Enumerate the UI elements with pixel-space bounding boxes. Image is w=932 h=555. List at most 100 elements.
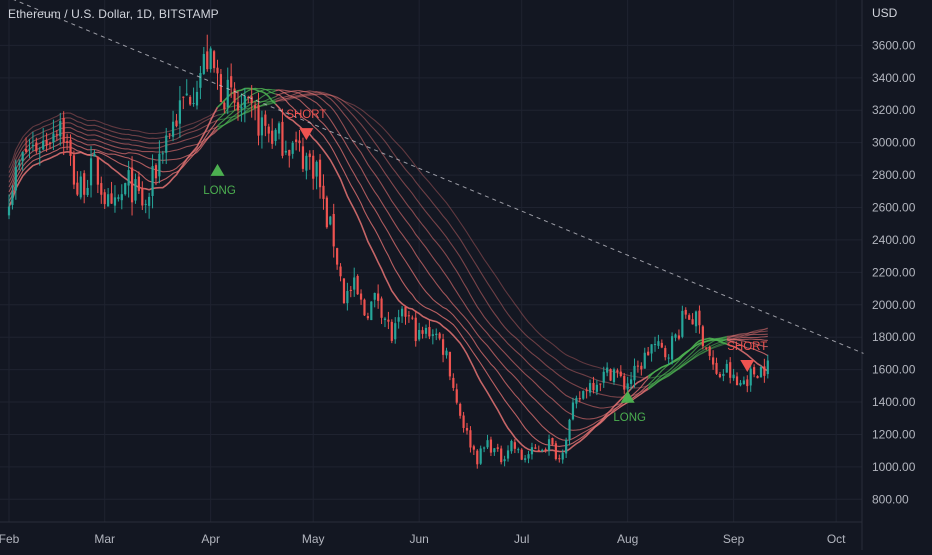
candle-body (749, 368, 752, 386)
candle-body (195, 91, 199, 106)
y-axis-tick-label: 1200.00 (872, 427, 916, 441)
candle-body (14, 167, 17, 191)
candle-body (677, 335, 681, 339)
ribbon-line-bullish (217, 100, 276, 112)
candle-body (729, 362, 732, 378)
candle-body (660, 342, 663, 348)
candle-body (257, 104, 260, 136)
candle-body (647, 351, 650, 356)
candle-body (565, 440, 568, 454)
candle-body (520, 449, 523, 460)
candle-body (486, 440, 489, 448)
ribbon-line-bearish (8, 114, 218, 173)
candle-body (513, 442, 516, 449)
candle-body (363, 299, 366, 316)
candle-body (11, 192, 14, 206)
long-signal-arrow (210, 163, 225, 176)
candle-body (544, 449, 547, 451)
candle-body (629, 379, 633, 384)
candle-body (595, 384, 598, 392)
candle-body (178, 100, 181, 124)
candle-body (42, 140, 45, 150)
candle-body (130, 167, 134, 203)
candle-body (465, 427, 469, 431)
ribbon-line-bullish (217, 101, 276, 121)
ribbon-line-bearish (275, 93, 649, 447)
candle-body (582, 391, 585, 399)
candle-body (698, 310, 701, 326)
candle-body (117, 197, 120, 199)
candle-body (705, 347, 708, 349)
ribbon-line-bearish (8, 110, 218, 168)
candle-body (346, 290, 349, 304)
candle-body (83, 173, 86, 195)
candle-body (534, 447, 537, 449)
candle-body (455, 389, 458, 403)
candle-body (575, 397, 578, 404)
short-signal-arrow (299, 128, 314, 141)
candle-body (137, 176, 140, 191)
y-axis-tick-label: 2200.00 (872, 265, 916, 279)
candle-body (640, 365, 643, 370)
candle-body (175, 120, 178, 127)
candle-body (206, 51, 209, 70)
candle-body (277, 123, 281, 134)
candle-body (171, 121, 175, 137)
candle-body (295, 139, 298, 142)
candle-body (120, 194, 123, 201)
y-axis-tick-label: 2400.00 (872, 233, 916, 247)
candle-body (670, 336, 674, 360)
candle-body (86, 187, 89, 196)
candle-body (383, 318, 387, 320)
candle-body (233, 88, 236, 103)
ribbon-line-bearish (726, 328, 768, 342)
candle-body (732, 374, 735, 379)
ribbon-line-bearish (726, 333, 768, 337)
candle-body (199, 73, 202, 88)
candle-body (7, 206, 11, 216)
candle-body (24, 148, 28, 152)
candle-body (336, 248, 339, 265)
candle-body (35, 142, 38, 152)
candle-body (568, 419, 571, 440)
candle-body (712, 357, 715, 365)
candle-body (541, 449, 544, 451)
candle-body (52, 133, 55, 143)
candle-body (643, 352, 646, 369)
candle-body (21, 152, 24, 162)
candle-body (298, 140, 301, 144)
candle-body (609, 369, 612, 381)
candle-body (551, 437, 554, 445)
ribbon-line-bearish (275, 93, 649, 379)
ribbon-line-bearish (275, 103, 649, 453)
candle-body (524, 458, 527, 460)
ribbon-line-bullish (217, 90, 276, 131)
y-axis-tick-label: 2600.00 (872, 201, 916, 215)
y-axis-tick-label: 1600.00 (872, 363, 916, 377)
candle-body (69, 139, 72, 156)
candle-body (394, 323, 397, 340)
candle-body (329, 216, 332, 225)
y-axis-tick-label: 1800.00 (872, 330, 916, 344)
candle-body (148, 196, 151, 206)
ribbon-line-bearish (726, 327, 769, 344)
candle-body (250, 96, 253, 103)
ribbon-line-bullish (217, 88, 276, 127)
candle-body (312, 155, 315, 179)
candle-body (708, 346, 711, 356)
candle-body (253, 105, 257, 109)
candle-body (715, 362, 718, 374)
candle-body (219, 74, 223, 103)
candle-body (100, 183, 103, 195)
long-signal-label: LONG (613, 412, 646, 424)
candle-body (588, 383, 592, 393)
candle-body (76, 182, 79, 195)
candle-body (431, 334, 434, 336)
candle-body (753, 367, 756, 375)
candle-body (66, 141, 69, 143)
candle-body (411, 317, 414, 319)
candle-body (322, 185, 325, 199)
